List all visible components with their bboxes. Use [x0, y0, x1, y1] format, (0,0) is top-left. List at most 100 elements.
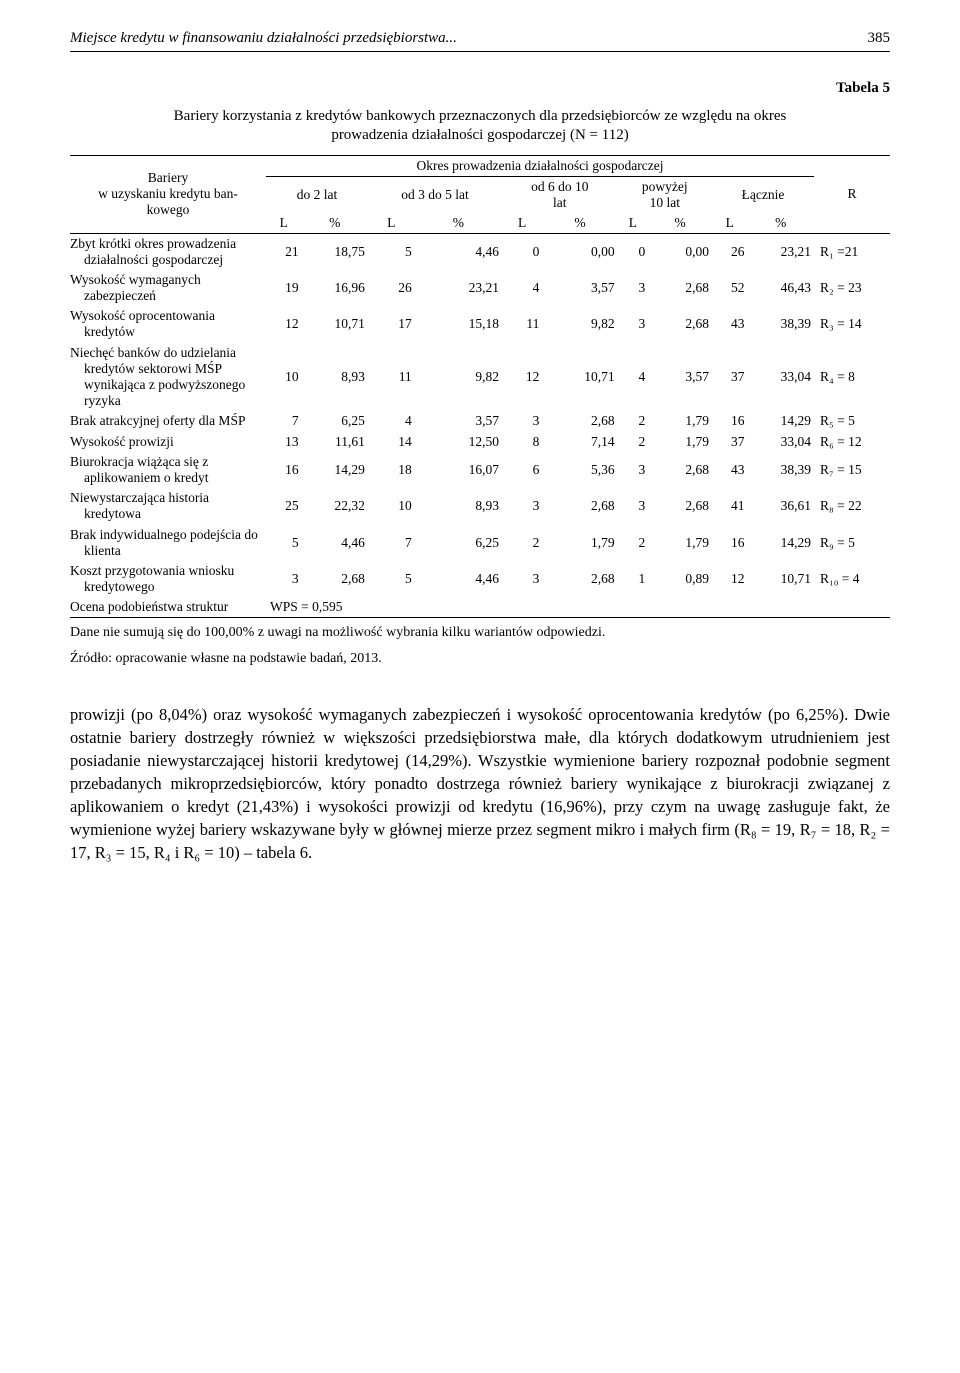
cell-L: 7	[266, 411, 302, 431]
r-header: R	[814, 155, 890, 233]
sub-L: L	[618, 213, 649, 234]
cell-pct: 3,57	[415, 411, 502, 431]
cell-pct: 6,25	[302, 411, 368, 431]
cell-L: 3	[266, 561, 302, 597]
cell-L: 16	[712, 411, 748, 431]
table-title: Bariery korzystania z kredytów bankowych…	[140, 107, 820, 145]
cell-L: 3	[618, 488, 649, 524]
cell-pct: 7,14	[542, 432, 617, 452]
cell-L: 43	[712, 452, 748, 488]
cell-L: 2	[618, 432, 649, 452]
running-title: Miejsce kredytu w finansowaniu działalno…	[70, 30, 457, 47]
cell-L: 12	[266, 306, 302, 342]
group-0: do 2 lat	[266, 176, 368, 213]
cell-pct: 1,79	[648, 525, 712, 561]
cell-pct: 4,46	[415, 561, 502, 597]
sub-pct: %	[748, 213, 814, 234]
table-row: Wysokość wymaganych zabezpieczeń1916,962…	[70, 270, 890, 306]
cell-r: R₄ = 8	[814, 343, 890, 412]
cell-pct: 4,46	[302, 525, 368, 561]
cell-pct: 2,68	[302, 561, 368, 597]
row-label: Wysokość oprocentowania kredytów	[70, 306, 266, 342]
cell-r: R₈ = 22	[814, 488, 890, 524]
cell-L: 4	[502, 270, 542, 306]
cell-pct: 1,79	[648, 411, 712, 431]
wps-row: Ocena podobieństwa strukturWPS = 0,595	[70, 597, 890, 618]
table-row: Brak indywidualnego podejścia do klienta…	[70, 525, 890, 561]
cell-L: 5	[368, 561, 415, 597]
table-row: Wysokość prowizji1311,611412,5087,1421,7…	[70, 432, 890, 452]
cell-pct: 16,96	[302, 270, 368, 306]
cell-L: 2	[502, 525, 542, 561]
cell-pct: 10,71	[542, 343, 617, 412]
cell-pct: 1,79	[542, 525, 617, 561]
cell-L: 7	[368, 525, 415, 561]
cell-pct: 18,75	[302, 233, 368, 270]
table-footnote: Dane nie sumują się do 100,00% z uwagi n…	[70, 624, 890, 642]
cell-L: 52	[712, 270, 748, 306]
cell-pct: 38,39	[748, 306, 814, 342]
table-row: Koszt przygotowania wniosku kredytowego3…	[70, 561, 890, 597]
sub-L: L	[266, 213, 302, 234]
cell-L: 11	[368, 343, 415, 412]
cell-L: 10	[266, 343, 302, 412]
row-label: Brak atrakcyjnej oferty dla MŚP	[70, 411, 266, 431]
cell-r: R₉ = 5	[814, 525, 890, 561]
cell-r: R₇ = 15	[814, 452, 890, 488]
cell-pct: 23,21	[748, 233, 814, 270]
group-3: powyżej10 lat	[618, 176, 712, 213]
cell-L: 14	[368, 432, 415, 452]
cell-pct: 12,50	[415, 432, 502, 452]
cell-r: R₁ =21	[814, 233, 890, 270]
cell-L: 3	[502, 488, 542, 524]
row-label: Zbyt krótki okres prowadzenia działalnoś…	[70, 233, 266, 270]
cell-pct: 22,32	[302, 488, 368, 524]
cell-pct: 2,68	[648, 488, 712, 524]
row-label: Niewystarczająca historia kredytowa	[70, 488, 266, 524]
cell-pct: 11,61	[302, 432, 368, 452]
cell-L: 16	[712, 525, 748, 561]
sub-pct: %	[542, 213, 617, 234]
cell-pct: 0,00	[648, 233, 712, 270]
sub-pct: %	[415, 213, 502, 234]
cell-L: 26	[368, 270, 415, 306]
cell-L: 4	[368, 411, 415, 431]
cell-pct: 2,68	[648, 306, 712, 342]
row-label: Wysokość wymaganych zabezpieczeń	[70, 270, 266, 306]
cell-r: R₆ = 12	[814, 432, 890, 452]
cell-L: 10	[368, 488, 415, 524]
cell-pct: 9,82	[415, 343, 502, 412]
cell-L: 0	[502, 233, 542, 270]
group-header: Okres prowadzenia działalności gospodarc…	[266, 155, 814, 176]
cell-pct: 0,89	[648, 561, 712, 597]
table-row: Niechęć banków do udzielania kredytów se…	[70, 343, 890, 412]
cell-L: 41	[712, 488, 748, 524]
cell-pct: 23,21	[415, 270, 502, 306]
cell-L: 37	[712, 432, 748, 452]
running-head: Miejsce kredytu w finansowaniu działalno…	[70, 30, 890, 52]
cell-pct: 8,93	[302, 343, 368, 412]
cell-L: 0	[618, 233, 649, 270]
group-2: od 6 do 10lat	[502, 176, 618, 213]
cell-L: 12	[712, 561, 748, 597]
cell-pct: 6,25	[415, 525, 502, 561]
cell-pct: 2,68	[542, 561, 617, 597]
cell-L: 1	[618, 561, 649, 597]
cell-L: 3	[618, 270, 649, 306]
cell-L: 11	[502, 306, 542, 342]
wps-value: WPS = 0,595	[266, 597, 890, 618]
cell-L: 17	[368, 306, 415, 342]
table-row: Zbyt krótki okres prowadzenia działalnoś…	[70, 233, 890, 270]
cell-pct: 2,68	[542, 488, 617, 524]
group-1: od 3 do 5 lat	[368, 176, 502, 213]
cell-L: 37	[712, 343, 748, 412]
cell-L: 43	[712, 306, 748, 342]
col-label: Barieryw uzyskaniu kredytu ban-kowego	[70, 155, 266, 233]
cell-L: 13	[266, 432, 302, 452]
cell-L: 4	[618, 343, 649, 412]
cell-pct: 15,18	[415, 306, 502, 342]
barriers-table: Barieryw uzyskaniu kredytu ban-kowego Ok…	[70, 155, 890, 619]
cell-pct: 2,68	[648, 452, 712, 488]
sub-L: L	[368, 213, 415, 234]
cell-L: 3	[502, 411, 542, 431]
